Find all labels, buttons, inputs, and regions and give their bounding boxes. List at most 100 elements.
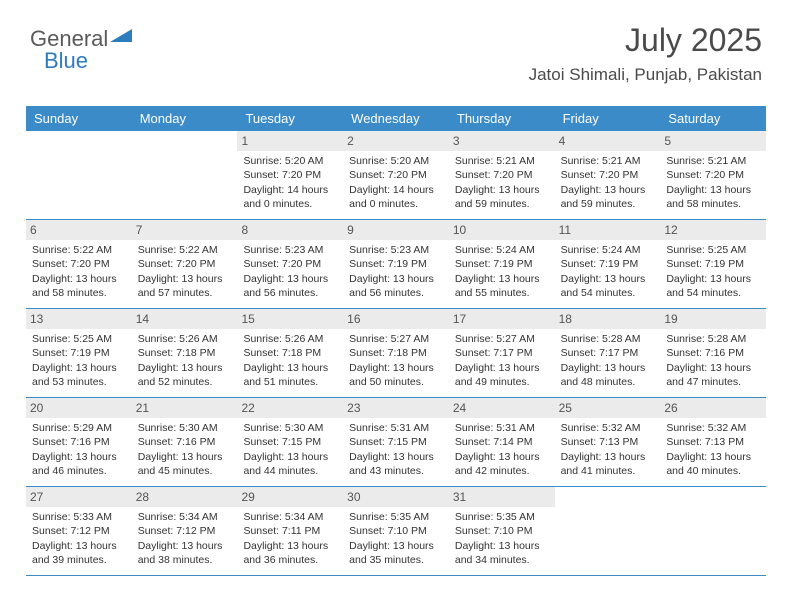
calendar-cell: 23 Sunrise: 5:31 AMSunset: 7:15 PMDayligh…: [343, 398, 449, 486]
calendar-cell: 10Sunrise: 5:24 AMSunset: 7:19 PMDayligh…: [449, 220, 555, 308]
calendar-cell: 7Sunrise: 5:22 AMSunset: 7:20 PMDaylight…: [132, 220, 238, 308]
daylight-text: Daylight: 13 hours and 51 minutes.: [243, 361, 337, 389]
sunrise-text: Sunrise: 5:20 AM: [349, 154, 443, 168]
sunrise-text: Sunrise: 5:21 AM: [666, 154, 760, 168]
calendar-cell: 16Sunrise: 5:27 AMSunset: 7:18 PMDayligh…: [343, 309, 449, 397]
sunset-text: Sunset: 7:15 PM: [349, 435, 443, 449]
calendar-cell: 15Sunrise: 5:26 AMSunset: 7:18 PMDayligh…: [237, 309, 343, 397]
day-number: 29: [237, 487, 343, 507]
day-number: 15: [237, 309, 343, 329]
location-text: Jatoi Shimali, Punjab, Pakistan: [529, 65, 762, 85]
daylight-text: Daylight: 13 hours and 55 minutes.: [455, 272, 549, 300]
calendar-cell: 28Sunrise: 5:34 AMSunset: 7:12 PMDayligh…: [132, 487, 238, 575]
calendar-cell: 8Sunrise: 5:23 AMSunset: 7:20 PMDaylight…: [237, 220, 343, 308]
sunset-text: Sunset: 7:13 PM: [561, 435, 655, 449]
calendar-cell: 4Sunrise: 5:21 AMSunset: 7:20 PMDaylight…: [555, 131, 661, 219]
daylight-text: Daylight: 13 hours and 57 minutes.: [138, 272, 232, 300]
sunset-text: Sunset: 7:20 PM: [455, 168, 549, 182]
calendar-cell: [132, 131, 238, 219]
sunset-text: Sunset: 7:19 PM: [666, 257, 760, 271]
day-headers-row: Sunday Monday Tuesday Wednesday Thursday…: [26, 106, 766, 131]
day-number: 3: [449, 131, 555, 151]
sunrise-text: Sunrise: 5:25 AM: [666, 243, 760, 257]
sunset-text: Sunset: 7:12 PM: [32, 524, 126, 538]
daylight-text: Daylight: 13 hours and 40 minutes.: [666, 450, 760, 478]
sunrise-text: Sunrise: 5:30 AM: [243, 421, 337, 435]
calendar-cell: 3Sunrise: 5:21 AMSunset: 7:20 PMDaylight…: [449, 131, 555, 219]
daylight-text: Daylight: 13 hours and 53 minutes.: [32, 361, 126, 389]
day-number: 22: [237, 398, 343, 418]
sunset-text: Sunset: 7:20 PM: [561, 168, 655, 182]
day-number: 25: [555, 398, 661, 418]
calendar-cell: 12Sunrise: 5:25 AMSunset: 7:19 PMDayligh…: [660, 220, 766, 308]
day-header-saturday: Saturday: [660, 106, 766, 131]
sunrise-text: Sunrise: 5:22 AM: [32, 243, 126, 257]
sunrise-text: Sunrise: 5:26 AM: [138, 332, 232, 346]
day-header-thursday: Thursday: [449, 106, 555, 131]
sunrise-text: Sunrise: 5:32 AM: [666, 421, 760, 435]
month-title: July 2025: [529, 22, 762, 59]
calendar-cell: 5Sunrise: 5:21 AMSunset: 7:20 PMDaylight…: [660, 131, 766, 219]
sunset-text: Sunset: 7:19 PM: [561, 257, 655, 271]
calendar-cell: 22Sunrise: 5:30 AMSunset: 7:15 PMDayligh…: [237, 398, 343, 486]
calendar-cell: 26Sunrise: 5:32 AMSunset: 7:13 PMDayligh…: [660, 398, 766, 486]
sunrise-text: Sunrise: 5:31 AM: [349, 421, 443, 435]
sunrise-text: Sunrise: 5:25 AM: [32, 332, 126, 346]
sunrise-text: Sunrise: 5:35 AM: [349, 510, 443, 524]
sunrise-text: Sunrise: 5:31 AM: [455, 421, 549, 435]
day-number: 19: [660, 309, 766, 329]
sunrise-text: Sunrise: 5:21 AM: [455, 154, 549, 168]
sunset-text: Sunset: 7:14 PM: [455, 435, 549, 449]
calendar-cell: 1Sunrise: 5:20 AMSunset: 7:20 PMDaylight…: [237, 131, 343, 219]
sunset-text: Sunset: 7:10 PM: [455, 524, 549, 538]
sunrise-text: Sunrise: 5:35 AM: [455, 510, 549, 524]
logo-triangle-icon: [110, 28, 132, 51]
day-header-wednesday: Wednesday: [343, 106, 449, 131]
sunrise-text: Sunrise: 5:24 AM: [561, 243, 655, 257]
daylight-text: Daylight: 13 hours and 50 minutes.: [349, 361, 443, 389]
daylight-text: Daylight: 13 hours and 42 minutes.: [455, 450, 549, 478]
daylight-text: Daylight: 13 hours and 59 minutes.: [561, 183, 655, 211]
sunrise-text: Sunrise: 5:27 AM: [455, 332, 549, 346]
calendar-cell: 25Sunrise: 5:32 AMSunset: 7:13 PMDayligh…: [555, 398, 661, 486]
sunrise-text: Sunrise: 5:21 AM: [561, 154, 655, 168]
calendar-cell: 31Sunrise: 5:35 AMSunset: 7:10 PMDayligh…: [449, 487, 555, 575]
day-number: 2: [343, 131, 449, 151]
day-number: 7: [132, 220, 238, 240]
calendar-cell: 21Sunrise: 5:30 AMSunset: 7:16 PMDayligh…: [132, 398, 238, 486]
sunset-text: Sunset: 7:12 PM: [138, 524, 232, 538]
sunrise-text: Sunrise: 5:32 AM: [561, 421, 655, 435]
daylight-text: Daylight: 13 hours and 54 minutes.: [666, 272, 760, 300]
day-number: 17: [449, 309, 555, 329]
day-number: 24: [449, 398, 555, 418]
daylight-text: Daylight: 13 hours and 54 minutes.: [561, 272, 655, 300]
day-number: 18: [555, 309, 661, 329]
calendar-cell: 2Sunrise: 5:20 AMSunset: 7:20 PMDaylight…: [343, 131, 449, 219]
week-row: 20Sunrise: 5:29 AMSunset: 7:16 PMDayligh…: [26, 398, 766, 487]
calendar: Sunday Monday Tuesday Wednesday Thursday…: [26, 106, 766, 576]
sunrise-text: Sunrise: 5:29 AM: [32, 421, 126, 435]
weeks-container: 1Sunrise: 5:20 AMSunset: 7:20 PMDaylight…: [26, 131, 766, 576]
day-number: 23: [343, 398, 449, 418]
sunset-text: Sunset: 7:20 PM: [349, 168, 443, 182]
day-number: 20: [26, 398, 132, 418]
sunset-text: Sunset: 7:19 PM: [455, 257, 549, 271]
day-number: 11: [555, 220, 661, 240]
daylight-text: Daylight: 14 hours and 0 minutes.: [243, 183, 337, 211]
sunrise-text: Sunrise: 5:20 AM: [243, 154, 337, 168]
calendar-cell: 30Sunrise: 5:35 AMSunset: 7:10 PMDayligh…: [343, 487, 449, 575]
sunset-text: Sunset: 7:20 PM: [32, 257, 126, 271]
header: July 2025 Jatoi Shimali, Punjab, Pakista…: [529, 22, 762, 85]
daylight-text: Daylight: 13 hours and 43 minutes.: [349, 450, 443, 478]
daylight-text: Daylight: 13 hours and 46 minutes.: [32, 450, 126, 478]
sunrise-text: Sunrise: 5:34 AM: [138, 510, 232, 524]
calendar-cell: 9Sunrise: 5:23 AMSunset: 7:19 PMDaylight…: [343, 220, 449, 308]
calendar-cell: 14Sunrise: 5:26 AMSunset: 7:18 PMDayligh…: [132, 309, 238, 397]
sunrise-text: Sunrise: 5:28 AM: [666, 332, 760, 346]
day-header-tuesday: Tuesday: [237, 106, 343, 131]
calendar-cell: 18Sunrise: 5:28 AMSunset: 7:17 PMDayligh…: [555, 309, 661, 397]
day-number: 1: [237, 131, 343, 151]
calendar-cell: 17Sunrise: 5:27 AMSunset: 7:17 PMDayligh…: [449, 309, 555, 397]
daylight-text: Daylight: 13 hours and 34 minutes.: [455, 539, 549, 567]
sunset-text: Sunset: 7:18 PM: [349, 346, 443, 360]
